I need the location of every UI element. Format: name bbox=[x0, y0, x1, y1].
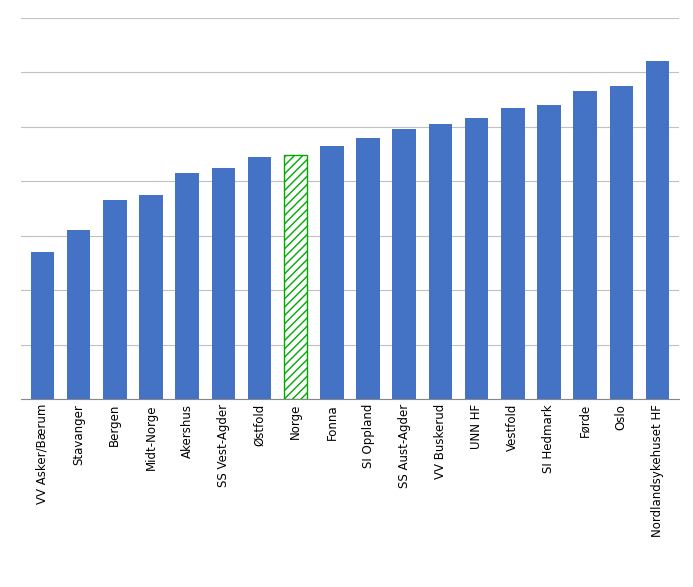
Bar bbox=[610, 86, 633, 399]
Bar bbox=[320, 146, 344, 399]
Bar bbox=[501, 107, 525, 399]
Bar bbox=[175, 173, 199, 399]
Bar bbox=[392, 129, 416, 399]
Bar bbox=[139, 195, 163, 399]
Bar bbox=[646, 61, 669, 399]
Bar bbox=[284, 155, 308, 399]
Bar bbox=[356, 137, 380, 399]
Bar bbox=[573, 91, 597, 399]
Bar bbox=[103, 200, 127, 399]
Bar bbox=[30, 252, 54, 399]
Bar bbox=[537, 105, 561, 399]
Bar bbox=[67, 230, 90, 399]
Bar bbox=[211, 167, 235, 399]
Bar bbox=[248, 157, 271, 399]
Bar bbox=[465, 119, 489, 399]
Bar bbox=[429, 124, 452, 399]
